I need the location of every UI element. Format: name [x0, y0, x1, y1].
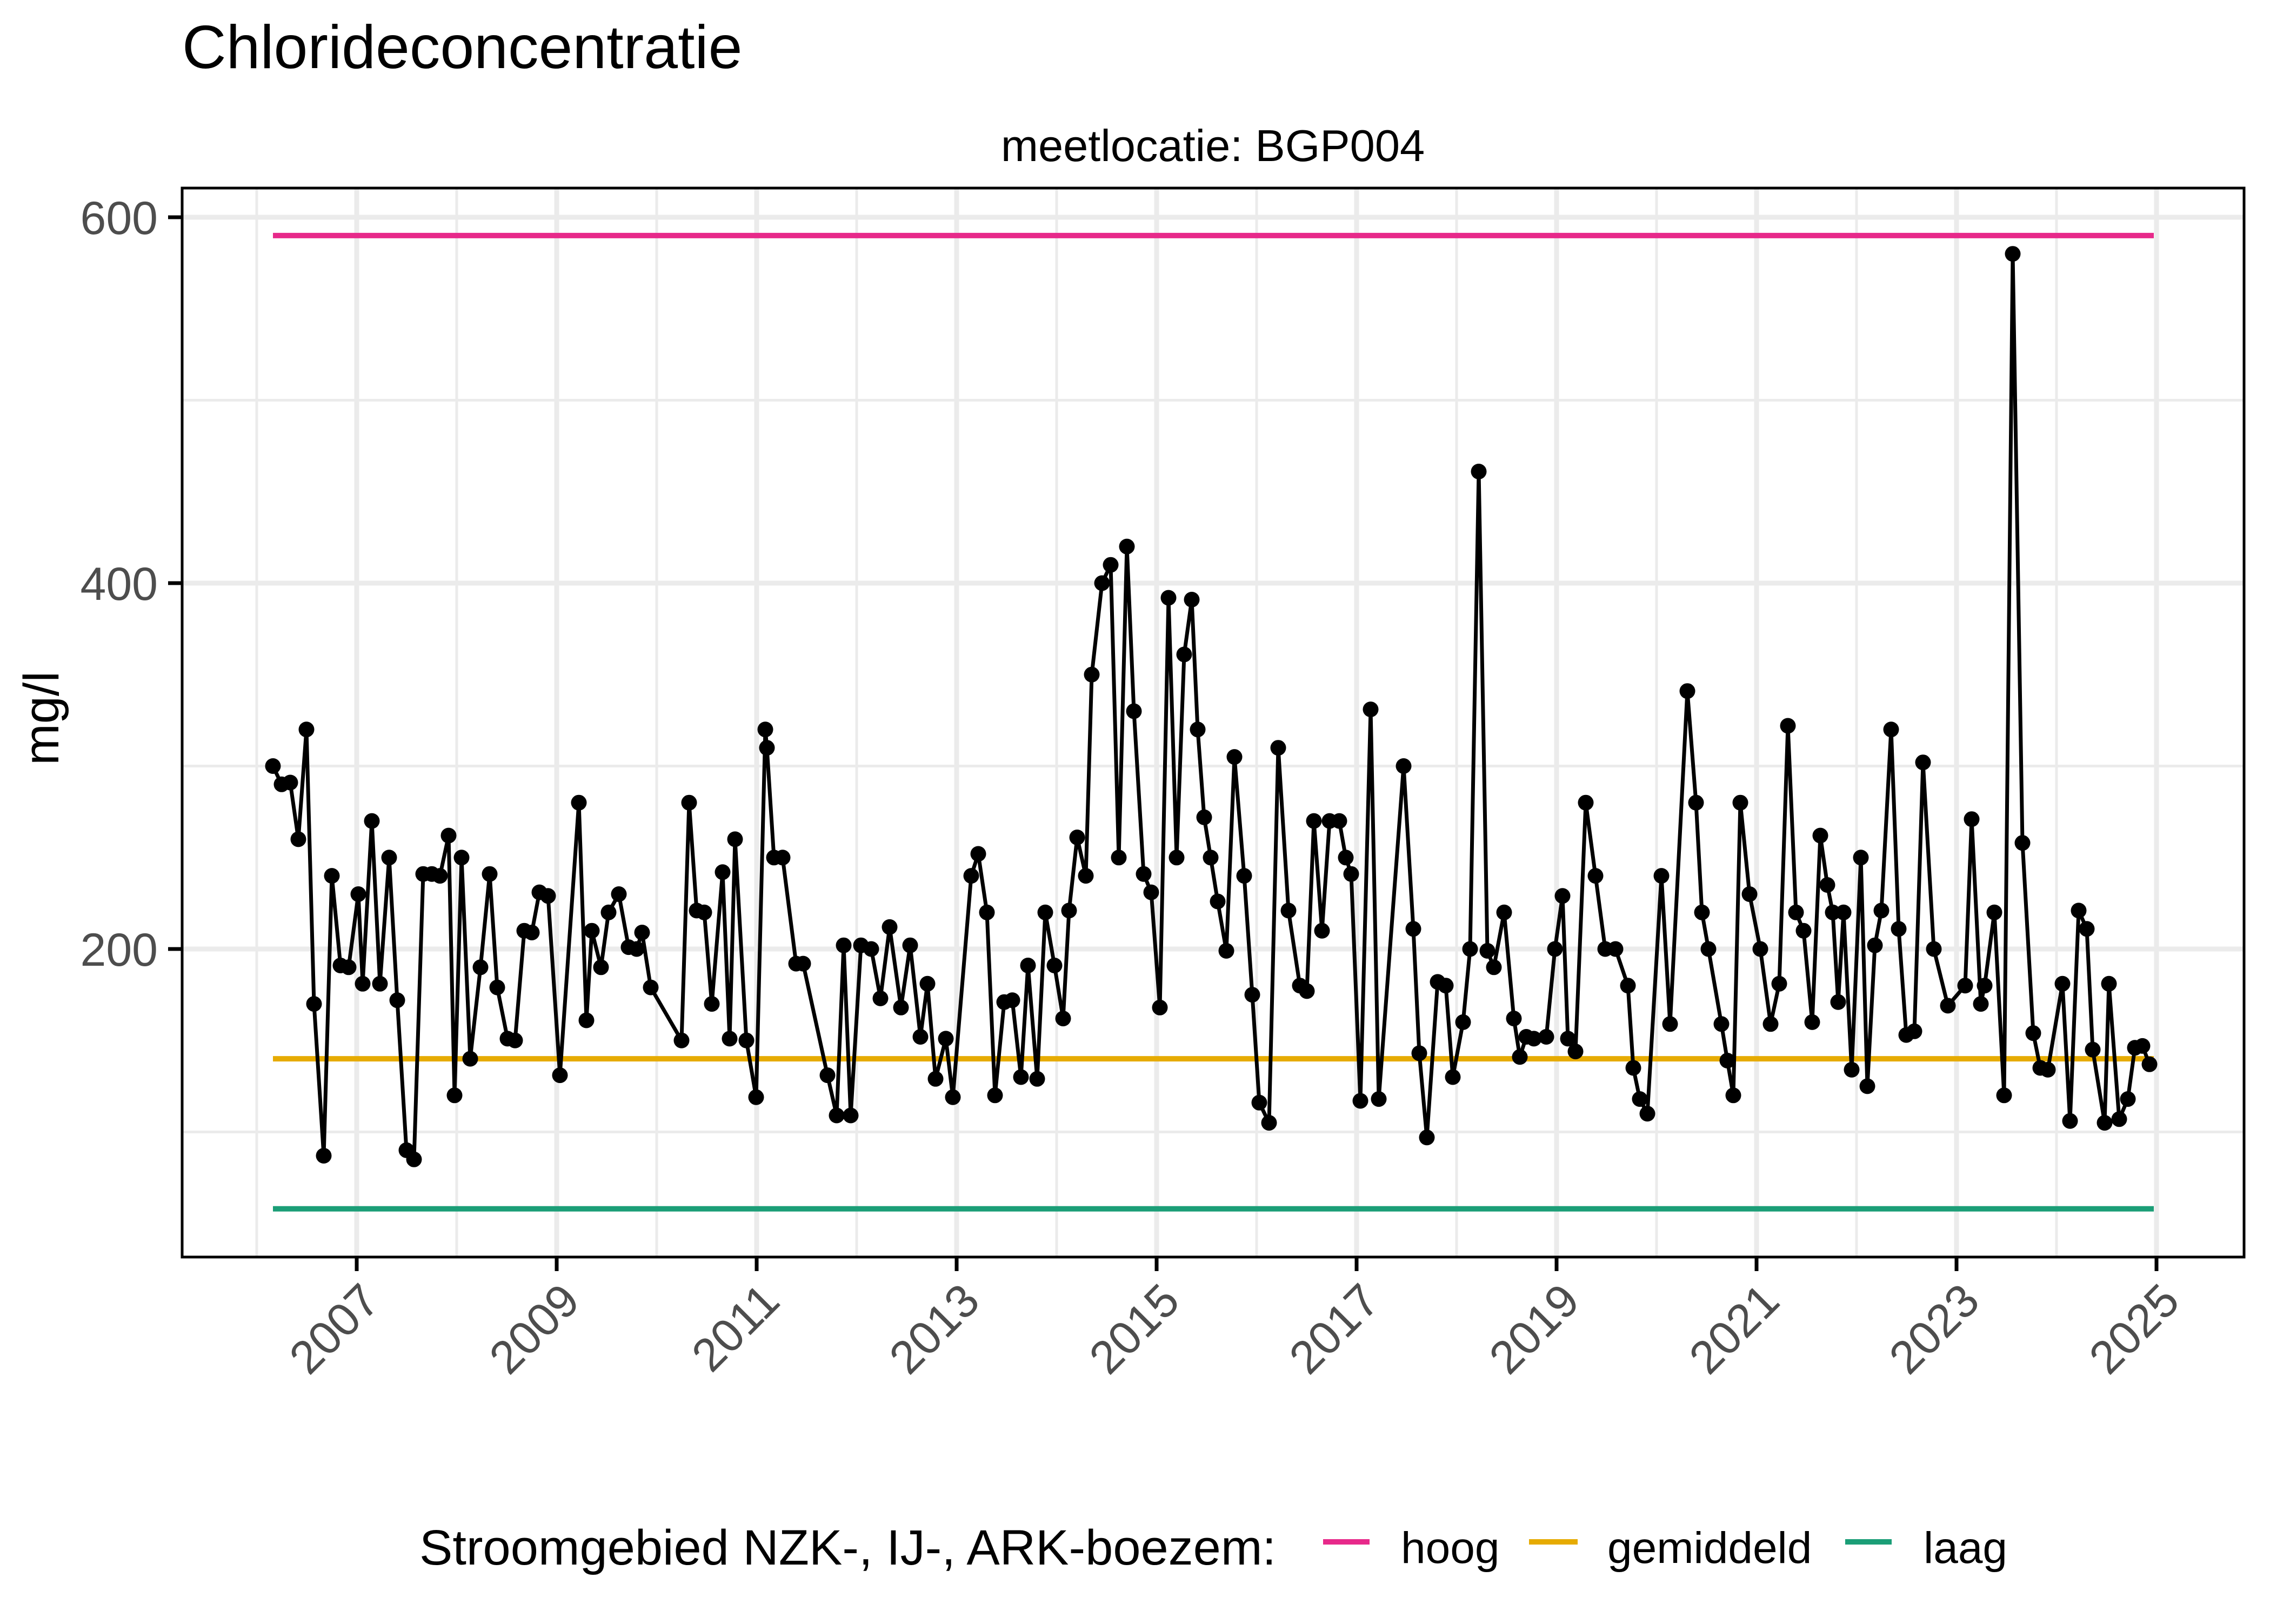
svg-text:hoog: hoog — [1401, 1523, 1499, 1573]
svg-text:600: 600 — [81, 192, 158, 244]
svg-text:mg/l: mg/l — [14, 671, 69, 765]
svg-text:Stroomgebied NZK-, IJ-, ARK-bo: Stroomgebied NZK-, IJ-, ARK-boezem: — [419, 1520, 1276, 1575]
svg-text:400: 400 — [81, 558, 158, 610]
svg-text:200: 200 — [81, 924, 158, 976]
svg-text:Chlorideconcentratie: Chlorideconcentratie — [182, 13, 742, 81]
svg-text:gemiddeld: gemiddeld — [1607, 1523, 1812, 1573]
svg-text:laag: laag — [1924, 1523, 2007, 1573]
svg-text:meetlocatie: BGP004: meetlocatie: BGP004 — [1001, 121, 1425, 171]
